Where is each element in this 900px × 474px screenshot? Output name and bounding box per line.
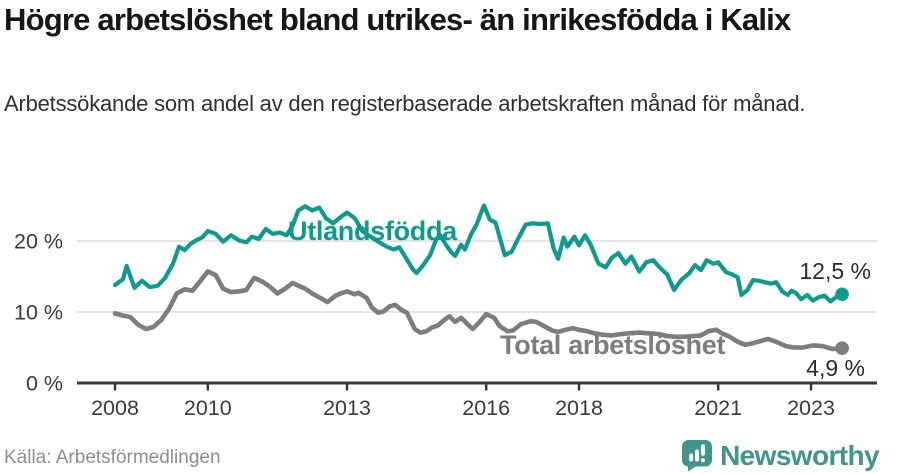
x-tick-label: 2018 xyxy=(555,396,603,420)
line-chart: 0 %10 %20 %2008 2010 2013 2016 2018 2021 2023 … xyxy=(14,203,877,420)
page-subtitle: Arbetssökande som andel av den registerb… xyxy=(4,91,806,116)
newsworthy-bubble-chart-icon xyxy=(682,440,713,472)
series-line-1 xyxy=(112,269,845,352)
x-tick-label: 2016 xyxy=(462,396,510,420)
series-label-utlandsfodda: Utlandsfödda xyxy=(288,216,458,246)
end-value-label-utlandsfodda: 12,5 % xyxy=(799,258,871,284)
series-end-dot-0 xyxy=(835,287,849,302)
x-tick-label: 2023 xyxy=(787,396,835,420)
y-tick-label: 20 % xyxy=(14,230,63,254)
source-note: Källa: Arbetsförmedlingen xyxy=(4,447,221,468)
x-tick-label: 2021 xyxy=(694,396,742,420)
newsworthy-logo: Newsworthy xyxy=(681,439,880,472)
series-label-total-arbetsloshet: Total arbetslöshet xyxy=(500,330,725,360)
x-tick-label: 2013 xyxy=(323,396,371,420)
x-tick-label: 2010 xyxy=(184,396,232,420)
chart-series-lines xyxy=(112,203,849,356)
y-tick-label: 10 % xyxy=(14,301,63,325)
x-tick-label: 2008 xyxy=(91,396,139,420)
page-title: Högre arbetslöshet bland utrikes- än inr… xyxy=(4,2,791,37)
newsworthy-wordmark: Newsworthy xyxy=(720,439,880,471)
y-tick-label: 0 % xyxy=(26,372,63,396)
chart-annotations: Utlandsfödda Total arbetslöshet 12,5 % 4… xyxy=(288,216,871,381)
series-end-dot-1 xyxy=(835,341,849,356)
end-value-label-total: 4,9 % xyxy=(806,355,865,381)
chart-gridlines xyxy=(77,240,877,313)
series-line-0 xyxy=(112,203,845,304)
chart-axis: 0 % 10 % 20 % 2008 2010 2013 2016 2018 2021 2023 xyxy=(14,230,877,420)
